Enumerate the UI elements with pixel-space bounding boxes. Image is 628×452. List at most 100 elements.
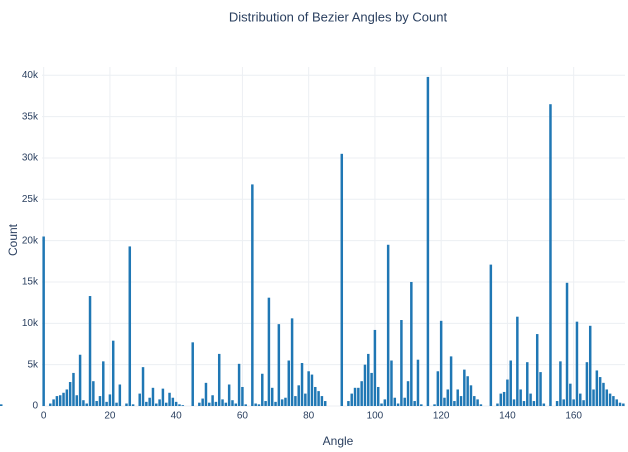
bar (211, 395, 214, 406)
bar (125, 403, 128, 406)
bar (178, 404, 181, 406)
bar (214, 401, 218, 406)
bar (367, 353, 370, 406)
bar (406, 381, 410, 406)
bar (396, 403, 400, 406)
bar (443, 397, 446, 406)
bar (234, 403, 238, 406)
bar (473, 396, 476, 406)
bar (155, 403, 158, 406)
bar (148, 397, 151, 406)
bar (270, 387, 274, 406)
bar (532, 401, 536, 406)
bar (257, 404, 261, 406)
x-tick-label: 0 (41, 411, 47, 422)
bar (304, 393, 307, 406)
bar (65, 389, 69, 406)
bar (145, 401, 148, 406)
bar (208, 402, 211, 406)
x-axis-label: Angle (323, 434, 354, 448)
bar (529, 393, 532, 406)
x-tick-label: 60 (237, 411, 249, 422)
bar (277, 324, 281, 406)
bar (390, 360, 393, 406)
bar (416, 359, 420, 406)
y-tick-label: 20k (22, 235, 39, 246)
bar (340, 153, 344, 406)
x-tick-label: 40 (171, 411, 183, 422)
bar (476, 399, 479, 406)
bar (58, 395, 62, 406)
bar (297, 385, 300, 406)
bar (612, 396, 615, 406)
bar (300, 363, 304, 406)
bar (479, 404, 483, 406)
bar (380, 403, 383, 406)
bar (241, 386, 244, 406)
x-tick-label: 80 (303, 411, 315, 422)
bar (453, 401, 456, 406)
bar (499, 393, 503, 406)
bar (131, 404, 135, 406)
y-tick-label: 10k (22, 318, 39, 329)
bar (171, 397, 175, 406)
bar (204, 382, 208, 406)
bar (105, 401, 108, 406)
bar (598, 377, 602, 406)
bar (244, 404, 247, 406)
bar (290, 318, 294, 406)
bar (608, 393, 612, 406)
bar (400, 320, 403, 406)
bar (605, 389, 609, 406)
bar (509, 360, 512, 406)
bar (111, 340, 115, 406)
bar (588, 325, 592, 406)
bar (55, 396, 59, 406)
bar (539, 372, 542, 406)
bar (535, 334, 539, 406)
bar (221, 399, 224, 406)
bar (466, 376, 469, 406)
bar (357, 387, 360, 406)
x-tick-label: 20 (104, 411, 116, 422)
bar (615, 399, 618, 406)
bar (426, 76, 430, 407)
bar (555, 401, 559, 406)
bar (582, 400, 585, 406)
bar (433, 404, 436, 406)
bar (506, 379, 509, 406)
bar (463, 369, 466, 406)
bar (138, 393, 141, 406)
bar (0, 404, 3, 406)
bar (393, 397, 397, 406)
bar (459, 396, 463, 406)
bar (284, 397, 287, 406)
bar (251, 184, 254, 406)
bar (181, 405, 185, 406)
bar (108, 394, 112, 406)
bar (294, 396, 297, 406)
bar (161, 388, 165, 406)
bar (456, 389, 459, 406)
bar (420, 404, 423, 406)
y-tick-label: 25k (22, 194, 39, 205)
bar (323, 401, 327, 406)
bar (68, 382, 72, 406)
bar (502, 391, 506, 406)
bar (622, 403, 625, 406)
bar (572, 399, 575, 406)
bar (526, 362, 529, 406)
bar (542, 403, 546, 406)
bar (227, 384, 231, 406)
bar (280, 399, 284, 406)
bar (198, 402, 201, 406)
bar (201, 398, 204, 406)
bar (141, 367, 145, 406)
bar (403, 397, 406, 406)
bar (549, 104, 552, 407)
bar (88, 296, 92, 406)
x-tick-label: 160 (565, 411, 582, 422)
bar (519, 389, 522, 406)
y-tick-label: 15k (22, 277, 39, 288)
bar (376, 386, 380, 406)
